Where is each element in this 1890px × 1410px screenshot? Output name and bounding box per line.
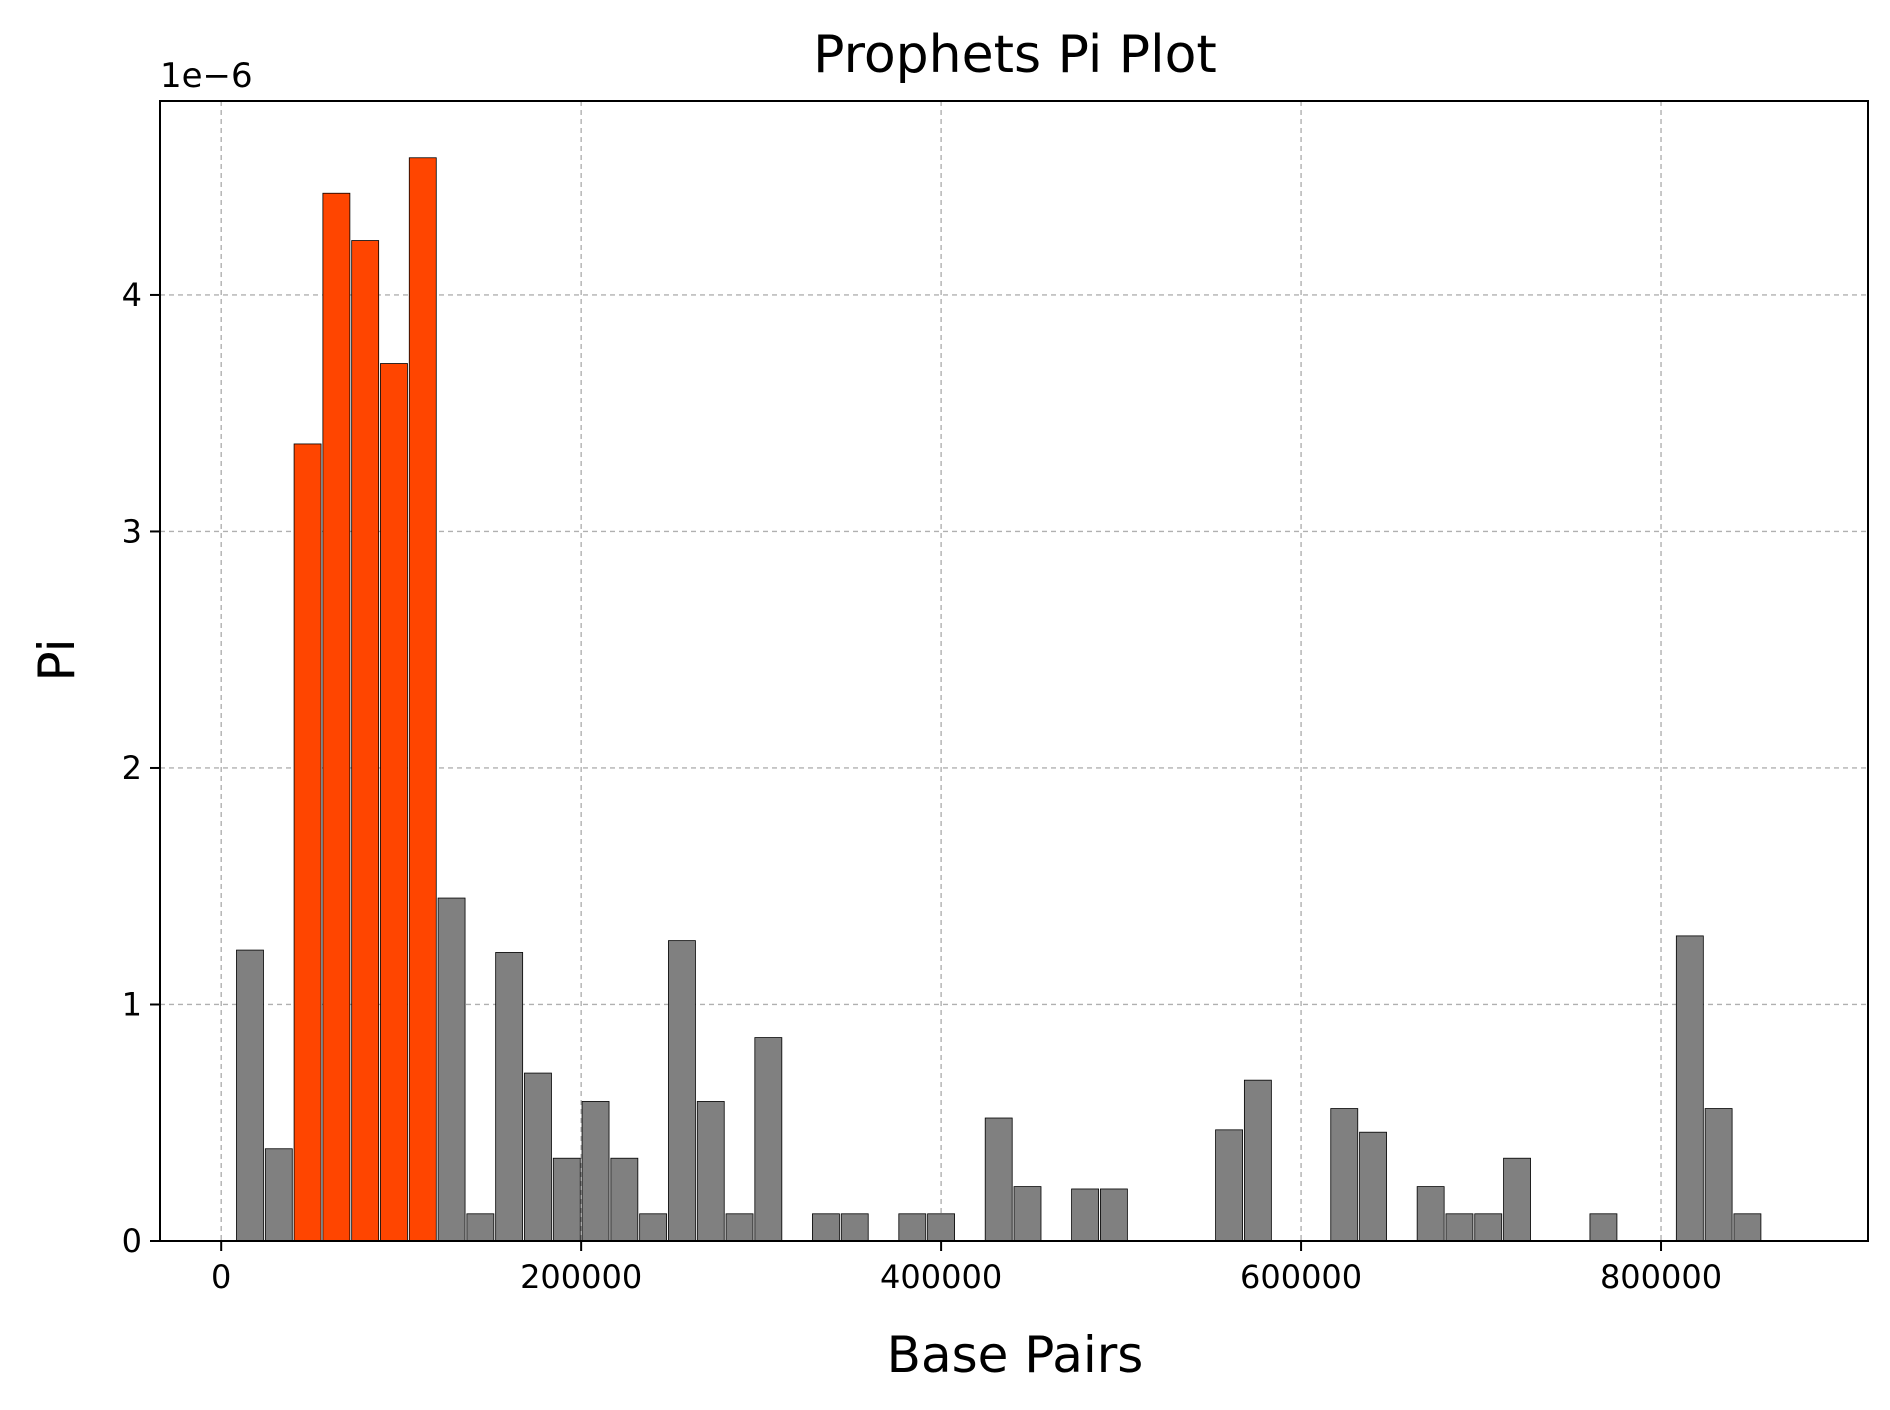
bar [812, 1213, 840, 1242]
bar [754, 1037, 783, 1242]
y-tick-label: 3 [122, 512, 142, 550]
bar [898, 1213, 927, 1242]
y-tick-label: 0 [122, 1222, 142, 1260]
bar [1675, 935, 1704, 1242]
bar [1359, 1131, 1387, 1242]
bar [552, 1157, 581, 1242]
bar [1704, 1108, 1733, 1242]
plot-frame [159, 100, 1869, 1242]
bar [1503, 1157, 1531, 1242]
highlighted-bar [408, 157, 437, 1242]
bar [437, 897, 466, 1242]
highlighted-bar [351, 240, 380, 1242]
bars [236, 157, 1762, 1242]
grid-lines [160, 101, 1868, 1242]
y-tick-label: 2 [122, 749, 142, 787]
bar [236, 949, 264, 1242]
bar [1445, 1213, 1474, 1242]
bar [1071, 1188, 1099, 1242]
bar [1099, 1188, 1128, 1242]
bar [1215, 1129, 1243, 1242]
bar [466, 1213, 495, 1242]
y-offset-label: 1e−6 [160, 56, 253, 96]
bar [1589, 1213, 1618, 1242]
bar [1733, 1213, 1762, 1242]
highlighted-bar [380, 363, 408, 1242]
axis-ticks: 0 200000 400000 600000 800000 0 1 2 3 4 [122, 276, 1722, 1296]
bar [524, 1072, 552, 1242]
bar [840, 1213, 869, 1242]
bar [610, 1157, 639, 1242]
highlighted-bar [322, 192, 351, 1242]
highlighted-bar [293, 443, 322, 1242]
x-tick-label: 800000 [1600, 1258, 1722, 1296]
bar [1474, 1213, 1503, 1242]
bar [1330, 1108, 1359, 1242]
bar [668, 940, 696, 1242]
bar [696, 1101, 725, 1242]
bar [581, 1101, 610, 1242]
y-axis-label: Pi [28, 639, 86, 682]
y-tick-label: 4 [122, 276, 142, 314]
bar [1243, 1079, 1272, 1242]
bar [639, 1213, 668, 1242]
bar [725, 1213, 754, 1242]
bar [1416, 1186, 1445, 1242]
bar [1013, 1186, 1042, 1242]
bar [264, 1148, 293, 1242]
x-tick-label: 200000 [520, 1258, 642, 1296]
y-tick-label: 1 [122, 985, 142, 1023]
x-tick-label: 600000 [1240, 1258, 1362, 1296]
bar [927, 1213, 956, 1242]
x-tick-label: 0 [211, 1258, 231, 1296]
bar [495, 952, 524, 1242]
x-axis-label: Base Pairs [887, 1326, 1144, 1384]
x-tick-label: 400000 [880, 1258, 1002, 1296]
chart-title: Prophets Pi Plot [813, 25, 1217, 85]
bar [984, 1117, 1013, 1242]
